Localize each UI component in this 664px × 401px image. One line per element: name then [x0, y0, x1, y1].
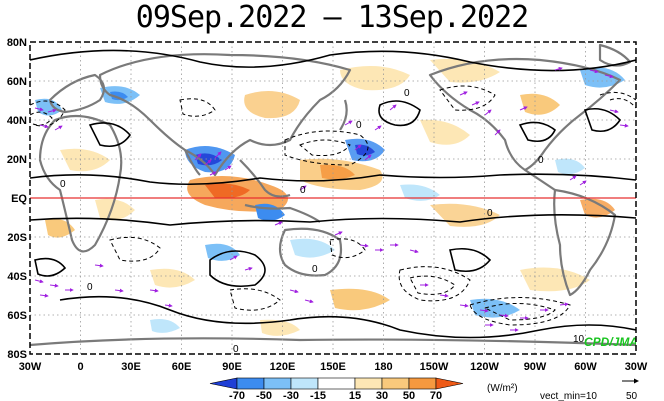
colorbar-tick: 70: [430, 390, 442, 401]
lat-label: 60N: [7, 76, 27, 88]
lat-label: 40N: [7, 115, 27, 127]
vector-minimum-note: vect_min=10: [540, 391, 597, 401]
lat-label: 40S: [7, 271, 27, 283]
lon-label: 120W: [470, 361, 499, 373]
zero-label: 0: [87, 282, 93, 293]
zero-label: 0: [233, 344, 239, 355]
colorbar-segment: [209, 377, 238, 390]
colorbar-tick: -50: [256, 390, 272, 401]
agency-logo: CPD/JMA: [584, 335, 638, 349]
contours-positive: [30, 49, 636, 339]
lon-label: 150W: [420, 361, 449, 373]
lat-label: 60S: [7, 310, 27, 322]
anomaly-shading: [35, 58, 625, 336]
wind-vectors: [34, 66, 629, 332]
lon-label: 150E: [320, 361, 346, 373]
lon-label: 90E: [222, 361, 242, 373]
map-title: 09Sep.2022 – 13Sep.2022: [135, 0, 529, 35]
colorbar-units: (W/m²): [487, 383, 518, 394]
zero-label: 0: [60, 179, 66, 190]
colorbar-segment: [435, 377, 464, 390]
colorbar-segment: [263, 377, 292, 390]
lon-label: 30W: [19, 361, 42, 373]
contour-zero-labels: 0 0 0 0 0 0 0 0 0 10: [60, 88, 585, 355]
lon-label: 120E: [270, 361, 296, 373]
zero-label: 0: [404, 88, 410, 99]
lat-label: 80N: [7, 37, 27, 49]
lon-label: 30W: [625, 361, 648, 373]
zero-label: 0: [300, 185, 306, 196]
lon-label: 90W: [524, 361, 547, 373]
colorbar-segment: [317, 377, 356, 390]
colorbar-segment: [290, 377, 319, 390]
colorbar-segment: [381, 377, 410, 390]
colorbar-segment: [408, 377, 437, 390]
colorbar-tick: -30: [283, 390, 299, 401]
colorbar-tick-labels: -70 -50 -30 -15 15 30 50 70: [229, 390, 442, 401]
colorbar-tick: 50: [403, 390, 415, 401]
lon-label: 180: [374, 361, 392, 373]
lat-label: 80S: [7, 349, 27, 361]
lon-label: 60E: [172, 361, 192, 373]
contours-negative: [30, 85, 636, 326]
lat-label: 20N: [7, 154, 27, 166]
zero-label: 0: [312, 264, 318, 275]
lon-label: 0: [77, 361, 83, 373]
map-content: 0 0 0 0 0 0 0 0 0 10 CPD/JMA: [30, 42, 638, 355]
colorbar-tick: -70: [229, 390, 245, 401]
graticule: [30, 42, 636, 354]
lon-label: 30E: [121, 361, 141, 373]
latitude-labels: 80N 60N 40N 20N EQ 20S 40S 60S 80S: [7, 37, 28, 361]
colorbar-segment: [236, 377, 265, 390]
lat-label: EQ: [11, 193, 27, 205]
map-border: [29, 41, 637, 355]
lat-label: 20S: [7, 232, 27, 244]
colorbar-segment: [354, 377, 383, 390]
zero-label: 0: [356, 120, 362, 131]
colorbar-tick: 15: [349, 390, 361, 401]
colorbar-tick: -15: [310, 390, 326, 401]
zero-label: 0: [487, 208, 493, 219]
colorbar: [209, 377, 464, 390]
zero-label: 0: [538, 155, 544, 166]
colorbar-tick: 30: [376, 390, 388, 401]
contour-ten-label: 10: [573, 334, 585, 345]
longitude-labels: 30W 0 30E 60E 90E 120E 150E 180 150W 120…: [19, 361, 648, 373]
lon-label: 60W: [574, 361, 597, 373]
reference-vector-label: 50: [626, 391, 638, 401]
